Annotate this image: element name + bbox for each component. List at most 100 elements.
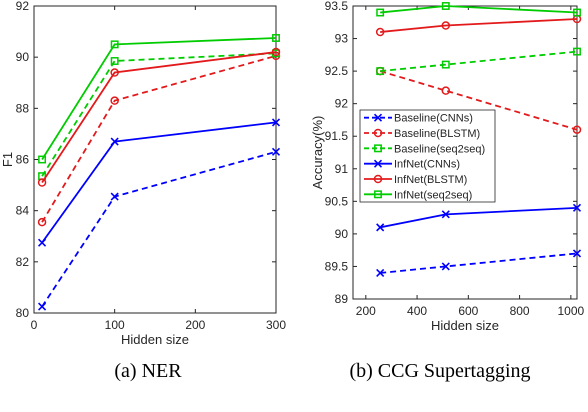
ccg-xtick-label: 400 [407, 304, 427, 318]
ner-xtick-label: 0 [31, 318, 38, 332]
ccg-data-point [441, 21, 451, 30]
ccg-series-line [380, 5, 578, 14]
ccg-series-infnet-cnns [376, 203, 582, 232]
ner-xtick-label: 100 [105, 318, 125, 332]
ccg-data-point [376, 223, 385, 232]
ner-data-point [110, 68, 119, 77]
ner-series-infnet-cnns [38, 118, 281, 247]
ner-series-line [41, 55, 277, 223]
ner-data-point [38, 302, 47, 311]
ccg-axes-box [352, 5, 578, 300]
ccg-data-point [376, 67, 385, 76]
ner-data-point [110, 137, 119, 146]
ccg-data-point [375, 27, 385, 37]
ccg-xtick-label: 600 [458, 304, 478, 318]
ccg-data-point [441, 210, 450, 219]
ccg-x-axis-label: Hidden size [431, 318, 499, 333]
legend-entry-infnet-seq2seq: InfNet(seq2seq) [364, 189, 472, 201]
ccg-data-point [376, 8, 385, 17]
ner-plot-area [34, 6, 276, 313]
ccg-series-baseline-seq2seq [376, 47, 581, 76]
ccg-series-baseline-cnns [376, 249, 582, 278]
ccg-series-line [379, 70, 578, 131]
ccg-data-point [572, 125, 582, 134]
ner-data-point [271, 47, 281, 57]
ner-series-baseline-blstm [37, 51, 281, 227]
ner-y-axis-label: F1 [0, 152, 15, 167]
ccg-series-line [380, 18, 578, 33]
ccg-ytick-label: 90.5 [325, 194, 349, 208]
ccg-data-point [441, 2, 450, 10]
ccg-xtick-label: 1000 [557, 304, 584, 318]
legend-entry-baseline-cnns: Baseline(CNNs) [364, 113, 473, 125]
ccg-panel: 200 400 600 800 1000 89 89.5 90 90.5 91 91.5 92 92.5… [310, 0, 585, 333]
ner-xtick-label: 200 [185, 318, 205, 332]
legend-label: Baseline(BLSTM) [394, 128, 480, 140]
ner-data-point [110, 40, 119, 49]
legend-label: Baseline(CNNs) [394, 113, 473, 125]
legend-marker [373, 159, 383, 168]
ner-panel: 0 100 200 300 80 82 84 86 88 90 92 Hidden size F1 [0, 0, 286, 347]
ccg-data-point [441, 86, 451, 95]
ccg-series-infnet-seq2seq [376, 2, 581, 17]
ccg-ytick-label: 91.5 [325, 129, 349, 143]
ner-ytick-label: 82 [16, 255, 30, 269]
ner-ytick-label: 80 [16, 306, 30, 320]
ner-series-line [41, 51, 277, 184]
ccg-data-point [572, 203, 582, 212]
ccg-data-point [376, 268, 385, 278]
ccg-legend: Baseline(CNNs) Baseline(BLSTM) Baseline(se… [359, 109, 496, 203]
legend-entry-infnet-cnns: InfNet(CNNs) [364, 159, 460, 171]
ner-data-point [271, 147, 281, 156]
legend-entry-baseline-seq2seq: Baseline(seq2seq) [364, 143, 485, 155]
legend-marker [373, 113, 383, 122]
ccg-ytick-label: 92 [335, 97, 349, 111]
ner-data-point [271, 118, 281, 127]
ccg-ytick-label: 89.5 [325, 259, 349, 273]
legend-marker [373, 128, 383, 138]
ccg-data-point [573, 47, 581, 56]
ner-ytick-label: 84 [16, 204, 30, 218]
ccg-data-point [441, 262, 450, 271]
ner-data-point [110, 57, 119, 65]
legend-label: InfNet(BLSTM) [394, 174, 467, 186]
ccg-ytick-label: 93.5 [325, 0, 349, 13]
ccg-xtick-label: 800 [510, 304, 530, 318]
ccg-caption: (b) CCG Supertagging [349, 360, 530, 382]
legend-entry-infnet-blstm: InfNet(BLSTM) [364, 174, 467, 186]
ner-series-infnet-seq2seq [38, 34, 280, 164]
legend-marker [373, 174, 383, 184]
ccg-data-point [572, 249, 582, 258]
ner-ytick-label: 88 [16, 101, 30, 115]
legend-label: Baseline(seq2seq) [394, 143, 485, 155]
ccg-ytick-label: 90 [335, 227, 349, 241]
ner-data-point [110, 96, 119, 105]
ner-axes-box [33, 5, 277, 314]
ccg-ytick-label: 92.5 [325, 64, 349, 78]
ner-series-baseline-cnns [38, 147, 281, 311]
ner-xtick-label: 300 [266, 318, 286, 332]
legend-marker [374, 144, 382, 153]
ner-ytick-label: 86 [16, 153, 30, 167]
ner-series-infnet-blstm [37, 47, 281, 187]
ccg-data-point [573, 8, 581, 17]
ner-data-point [110, 192, 119, 201]
ner-data-point [272, 34, 280, 42]
legend-box [359, 109, 496, 203]
ner-ytick-label: 92 [16, 0, 30, 13]
ccg-ytick-label: 93 [335, 32, 349, 46]
ner-data-point [38, 238, 47, 247]
ner-data-point [38, 155, 47, 164]
legend-label: InfNet(seq2seq) [394, 189, 472, 201]
ccg-xtick-label: 200 [356, 304, 376, 318]
ccg-ytick-label: 89 [335, 292, 349, 306]
ner-series-line [41, 37, 277, 160]
ner-series-line [41, 52, 277, 177]
ner-data-point [37, 178, 47, 187]
ccg-ytick-label: 91 [335, 162, 349, 176]
legend-entry-baseline-blstm: Baseline(BLSTM) [364, 128, 480, 140]
legend-marker [374, 190, 382, 199]
ner-caption: (a) NER [114, 360, 182, 382]
ner-data-point [37, 217, 47, 227]
